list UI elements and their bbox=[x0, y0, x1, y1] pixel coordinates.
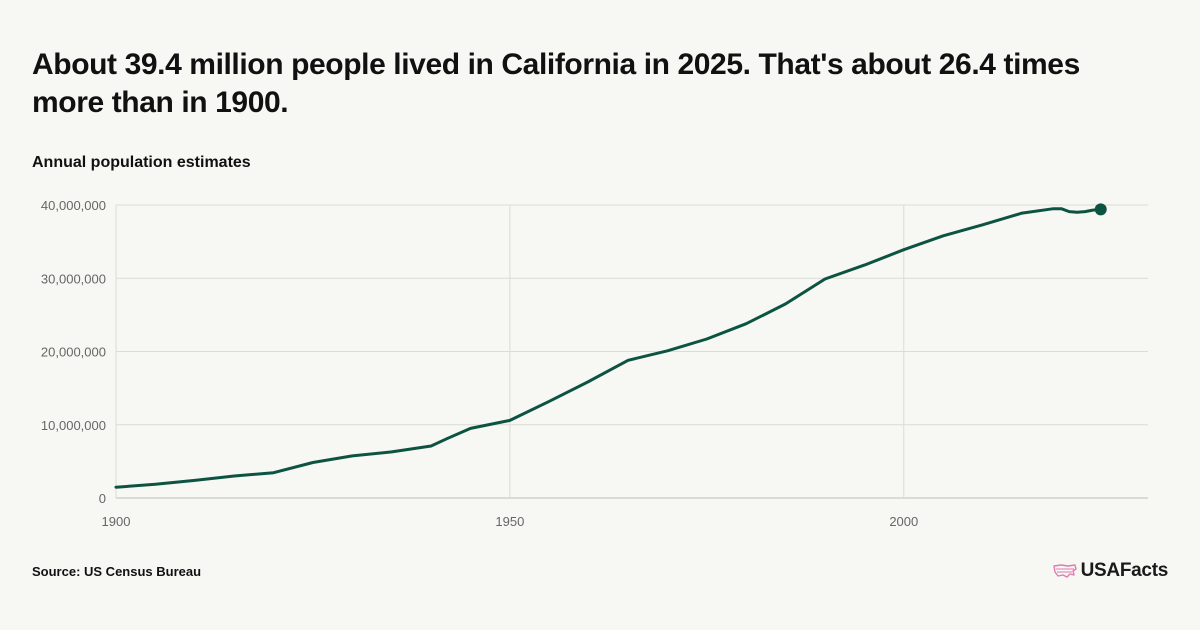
data-point bbox=[469, 426, 473, 430]
data-point bbox=[272, 471, 276, 475]
data-point bbox=[902, 248, 906, 252]
us-map-icon bbox=[1052, 564, 1077, 578]
data-point bbox=[445, 437, 449, 441]
data-point bbox=[114, 485, 118, 489]
data-point bbox=[1075, 210, 1079, 214]
data-point bbox=[1020, 211, 1024, 215]
data-point bbox=[784, 302, 788, 306]
data-point bbox=[705, 337, 709, 341]
x-tick-label: 2000 bbox=[889, 514, 918, 529]
data-point bbox=[1067, 210, 1071, 214]
data-point bbox=[941, 234, 945, 238]
data-point bbox=[981, 223, 985, 227]
brand-name: USAFacts bbox=[1080, 560, 1169, 581]
population-line-chart: 0 10,000,000 20,000,000 30,000,000 40,000,00… bbox=[41, 198, 1148, 529]
y-tick-label: 10,000,000 bbox=[41, 418, 106, 433]
grid-layer bbox=[115, 204, 1148, 499]
data-point bbox=[823, 277, 827, 281]
y-tick-label: 0 bbox=[99, 491, 106, 506]
data-point bbox=[429, 444, 433, 448]
data-point bbox=[311, 460, 315, 464]
latest-value-marker[interactable] bbox=[1094, 203, 1107, 216]
data-point bbox=[1059, 207, 1063, 211]
y-tick-label: 30,000,000 bbox=[41, 271, 106, 286]
chart-title: About 39.4 million people lived in Calif… bbox=[32, 48, 1080, 119]
data-point bbox=[508, 418, 512, 422]
brand-logo[interactable]: USAFacts bbox=[1052, 560, 1169, 582]
data-point bbox=[232, 474, 236, 478]
y-tick-label: 20,000,000 bbox=[41, 345, 106, 360]
data-point bbox=[350, 454, 354, 458]
data-point bbox=[1091, 208, 1095, 212]
data-point bbox=[744, 322, 748, 326]
source-note: Source: US Census Bureau bbox=[32, 564, 202, 579]
data-point bbox=[1051, 207, 1055, 211]
data-point bbox=[193, 478, 197, 482]
data-point bbox=[665, 349, 669, 353]
data-point bbox=[153, 482, 157, 486]
data-point bbox=[626, 358, 630, 362]
tick-layer: 0 10,000,000 20,000,000 30,000,000 40,000,00… bbox=[41, 198, 918, 529]
data-point bbox=[862, 263, 866, 267]
data-point bbox=[587, 380, 591, 384]
x-tick-label: 1950 bbox=[495, 514, 524, 529]
chart-subtitle: Annual population estimates bbox=[32, 154, 251, 171]
data-point bbox=[1083, 210, 1087, 214]
population-line bbox=[114, 207, 1103, 489]
data-point bbox=[547, 399, 551, 403]
x-tick-label: 1900 bbox=[102, 514, 131, 529]
series-layer bbox=[114, 203, 1107, 489]
y-tick-label: 40,000,000 bbox=[41, 198, 106, 213]
data-point bbox=[390, 450, 394, 454]
